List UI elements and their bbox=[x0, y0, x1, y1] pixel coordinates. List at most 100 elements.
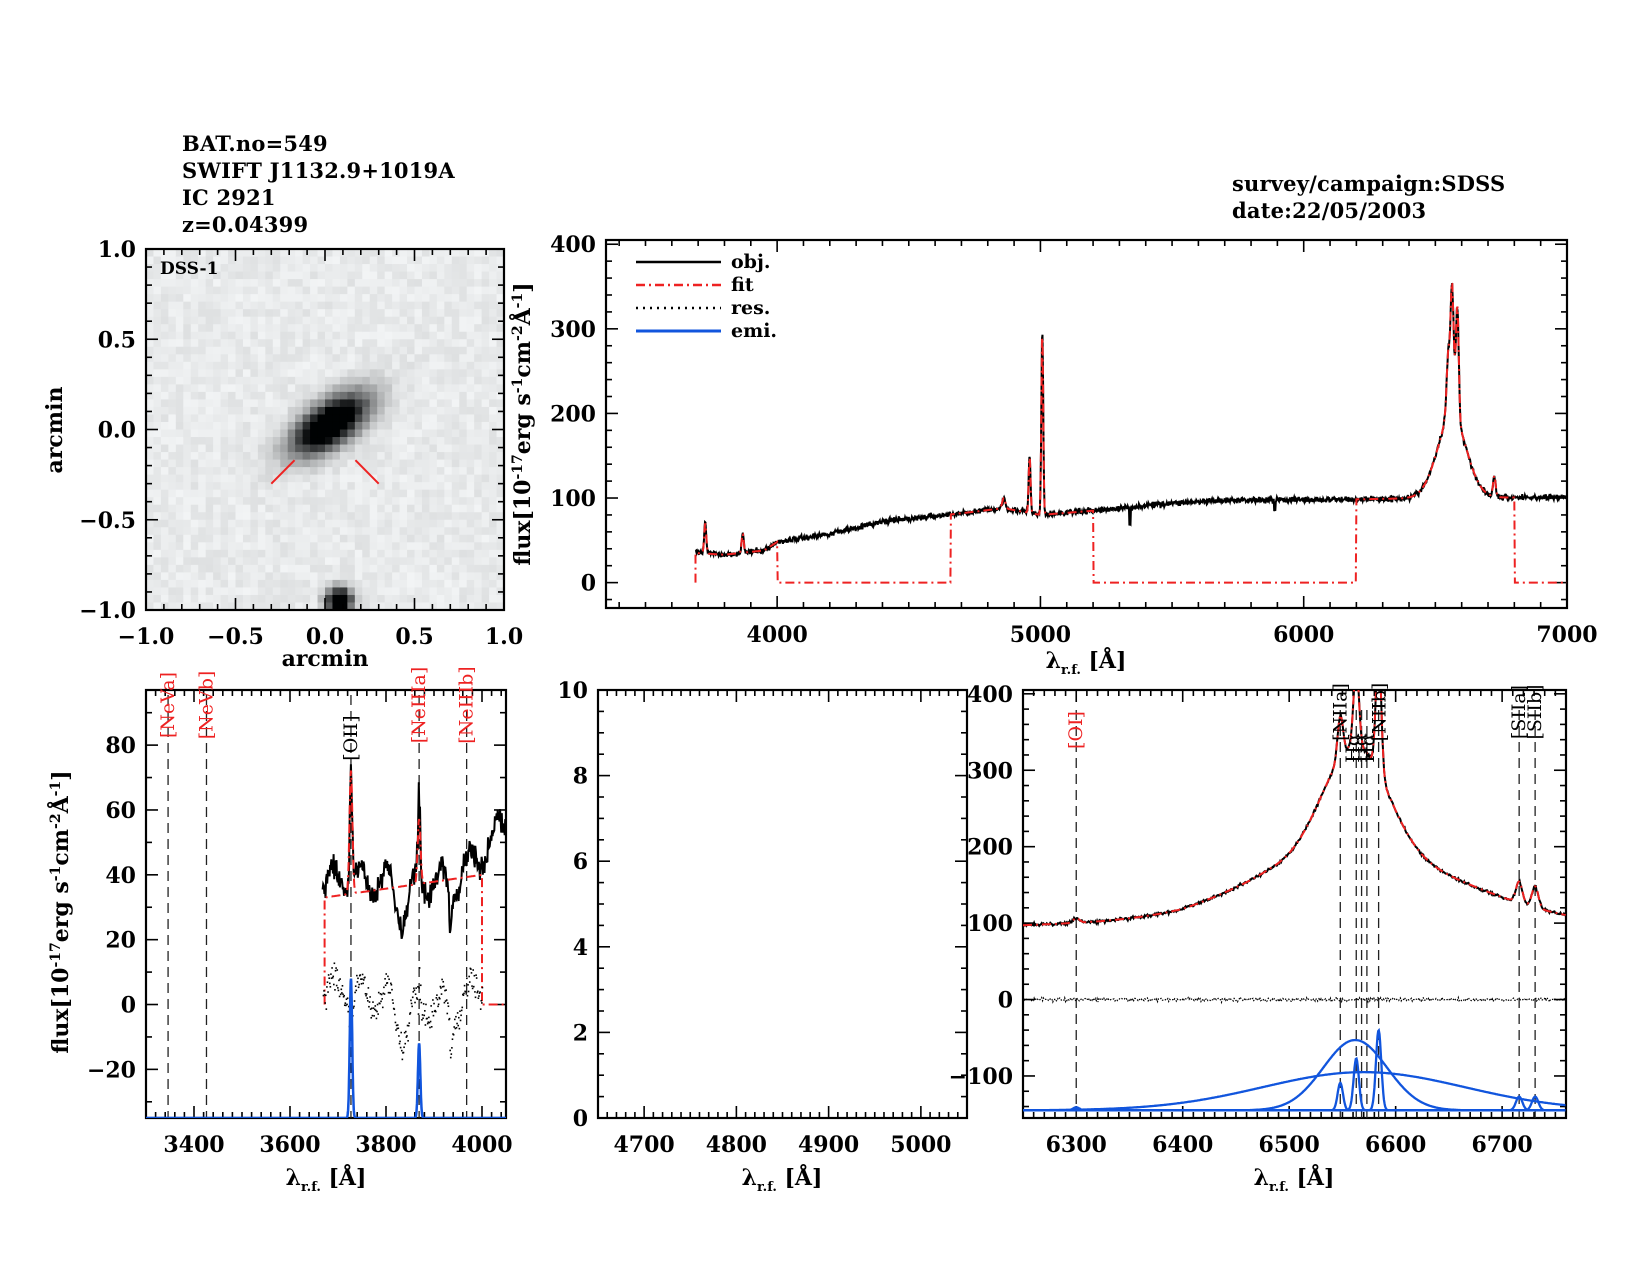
image-pixel bbox=[310, 512, 319, 521]
image-pixel bbox=[228, 504, 237, 513]
residual-point bbox=[429, 1026, 431, 1029]
image-pixel bbox=[421, 602, 431, 610]
image-pixel bbox=[444, 271, 453, 280]
line-label: Hα bbox=[1342, 733, 1364, 763]
residual-point bbox=[427, 1021, 430, 1023]
image-pixel bbox=[160, 346, 169, 355]
image-pixel bbox=[377, 264, 386, 273]
image-pixel bbox=[347, 339, 356, 348]
image-pixel bbox=[220, 369, 229, 378]
image-pixel bbox=[407, 459, 416, 468]
image-pixel bbox=[436, 557, 445, 566]
image-pixel bbox=[302, 414, 311, 423]
x-axis-label: λr.f. [Å] bbox=[1254, 1164, 1335, 1195]
image-pixel bbox=[265, 437, 274, 446]
image-pixel bbox=[496, 452, 504, 461]
image-pixel bbox=[436, 399, 445, 408]
image-pixel bbox=[392, 557, 401, 566]
residual-point bbox=[440, 987, 442, 989]
image-pixel bbox=[392, 489, 401, 498]
image-pixel bbox=[496, 527, 504, 536]
line-label: [NeIIIa] bbox=[408, 667, 430, 744]
image-pixel bbox=[481, 564, 490, 573]
residual-point bbox=[449, 1049, 451, 1052]
image-pixel bbox=[332, 301, 341, 310]
image-pixel bbox=[146, 361, 155, 370]
residual-point bbox=[392, 1002, 394, 1004]
image-pixel bbox=[451, 264, 460, 273]
image-pixel bbox=[242, 519, 252, 528]
image-pixel bbox=[474, 549, 483, 558]
image-pixel bbox=[272, 309, 281, 318]
image-pixel bbox=[399, 279, 408, 288]
image-pixel bbox=[489, 474, 498, 483]
image-pixel bbox=[235, 264, 244, 273]
image-pixel bbox=[153, 437, 162, 446]
image-pixel bbox=[496, 309, 504, 318]
image-pixel bbox=[436, 602, 445, 610]
image-pixel bbox=[257, 309, 266, 318]
image-pixel bbox=[198, 279, 207, 288]
image-pixel bbox=[198, 286, 207, 295]
image-pixel bbox=[190, 444, 199, 453]
image-pixel bbox=[235, 572, 244, 581]
image-pixel bbox=[257, 376, 266, 385]
observation-date: date:22/05/2003 bbox=[1232, 198, 1427, 223]
image-pixel bbox=[183, 497, 192, 506]
residual-point bbox=[438, 997, 441, 1000]
image-pixel bbox=[489, 594, 498, 604]
image-pixel bbox=[272, 429, 281, 438]
image-pixel bbox=[489, 587, 498, 596]
image-pixel bbox=[459, 452, 468, 461]
residual-point bbox=[395, 1024, 398, 1027]
residual-point bbox=[337, 989, 340, 992]
residual-point bbox=[456, 1022, 458, 1025]
image-pixel bbox=[310, 549, 319, 558]
image-pixel bbox=[347, 512, 356, 521]
image-pixel bbox=[481, 497, 490, 506]
image-pixel bbox=[399, 421, 408, 431]
image-pixel bbox=[153, 271, 162, 280]
image-pixel bbox=[280, 482, 289, 491]
residual-point bbox=[335, 984, 338, 987]
image-pixel bbox=[295, 399, 304, 408]
image-pixel bbox=[436, 271, 445, 280]
residual-point bbox=[455, 1026, 458, 1029]
image-pixel bbox=[496, 512, 504, 521]
image-pixel bbox=[481, 369, 490, 378]
image-pixel bbox=[168, 444, 177, 453]
image-pixel bbox=[407, 331, 416, 340]
image-pixel bbox=[153, 489, 162, 498]
image-pixel bbox=[377, 542, 386, 551]
image-pixel bbox=[339, 579, 348, 589]
image-pixel bbox=[272, 399, 281, 408]
image-pixel bbox=[175, 361, 184, 370]
residual-point bbox=[471, 985, 473, 987]
image-pixel bbox=[198, 504, 207, 513]
image-pixel bbox=[250, 309, 259, 318]
image-pixel bbox=[332, 256, 341, 265]
image-pixel bbox=[175, 527, 184, 536]
residual-point bbox=[418, 987, 420, 989]
image-pixel bbox=[160, 331, 169, 340]
image-pixel bbox=[474, 256, 483, 265]
image-pixel bbox=[310, 256, 319, 265]
residual-point bbox=[453, 1026, 455, 1028]
image-pixel bbox=[302, 429, 311, 438]
image-pixel bbox=[317, 542, 326, 551]
image-pixel bbox=[265, 489, 274, 498]
image-pixel bbox=[489, 346, 498, 355]
image-pixel bbox=[272, 406, 281, 416]
image-pixel bbox=[213, 519, 222, 528]
image-pixel bbox=[228, 489, 237, 498]
image-pixel bbox=[481, 437, 490, 446]
image-pixel bbox=[146, 512, 155, 521]
image-pixel bbox=[153, 467, 162, 476]
image-pixel bbox=[317, 452, 326, 461]
y-tick-label: −100 bbox=[949, 1064, 1013, 1090]
image-pixel bbox=[310, 429, 319, 438]
image-pixel bbox=[377, 519, 386, 528]
image-pixel bbox=[198, 564, 207, 573]
image-pixel bbox=[205, 564, 214, 573]
image-pixel bbox=[220, 294, 229, 303]
